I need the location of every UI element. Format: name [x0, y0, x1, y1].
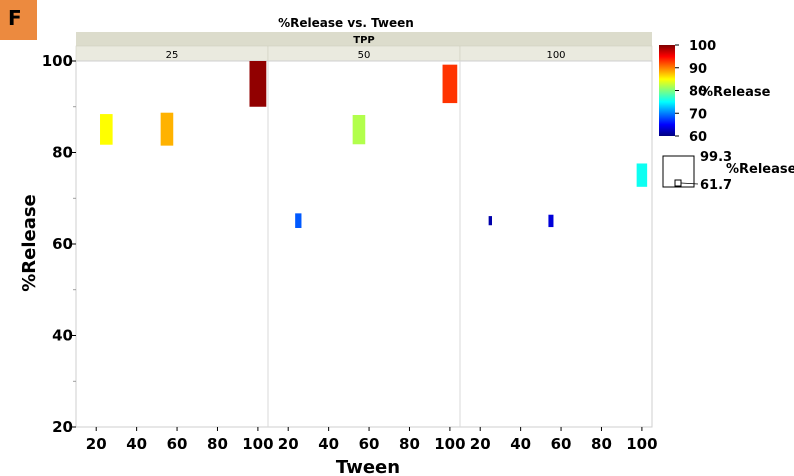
bar-tpp-100-tween-100 — [636, 163, 648, 187]
chart-title: %Release vs. Tween — [278, 16, 414, 30]
bar-tpp-100-tween-55 — [548, 214, 554, 228]
x-tick-label: 60 — [551, 435, 572, 453]
color-legend-bar — [659, 45, 675, 136]
x-tick-label: 40 — [318, 435, 339, 453]
size-legend-title: %Release — [726, 162, 794, 177]
x-tick-label: 20 — [470, 435, 491, 453]
y-axis-label: %Release — [19, 194, 40, 292]
bar-tpp-50-tween-55 — [352, 114, 366, 145]
x-tick-label: 100 — [434, 435, 465, 453]
bar-tpp-100-tween-25 — [488, 216, 492, 226]
x-axis-label: Tween — [336, 457, 400, 476]
size-legend-min-label: 61.7 — [700, 178, 732, 193]
x-tick-label: 80 — [591, 435, 612, 453]
x-tick-label: 60 — [359, 435, 380, 453]
panel-label-100: 100 — [546, 50, 565, 61]
panel-letter-badge: F — [0, 0, 37, 40]
facet-header-strip — [76, 32, 652, 46]
y-tick-label: 60 — [52, 235, 73, 253]
y-tick-label: 100 — [42, 52, 73, 70]
size-legend-leader — [680, 182, 699, 185]
y-tick-label: 40 — [52, 327, 73, 345]
x-tick-label: 60 — [167, 435, 188, 453]
x-tick-label: 100 — [626, 435, 657, 453]
x-tick-label: 80 — [207, 435, 228, 453]
x-tick-label: 40 — [510, 435, 531, 453]
bar-tpp-25-tween-25 — [100, 114, 113, 145]
x-tick-label: 100 — [242, 435, 273, 453]
size-legend-min-marker — [674, 179, 682, 187]
color-legend-tick-label: 80 — [689, 85, 707, 100]
x-tick-label: 80 — [399, 435, 420, 453]
color-legend-tick-label: 60 — [689, 130, 707, 145]
panel-label-25: 25 — [166, 50, 179, 61]
color-legend-tick-label: 90 — [689, 62, 707, 77]
bar-tpp-25-tween-55 — [160, 112, 174, 146]
y-tick-label: 80 — [52, 144, 73, 162]
color-legend-tick-label: 100 — [689, 39, 716, 54]
color-legend-tick-label: 70 — [689, 107, 707, 122]
x-tick-label: 40 — [126, 435, 147, 453]
bar-tpp-50-tween-100 — [442, 64, 458, 104]
bar-tpp-25-tween-100 — [249, 61, 267, 107]
size-legend-max-label: 99.3 — [700, 150, 732, 165]
panel-label-50: 50 — [358, 50, 371, 61]
color-legend-title: %Release — [700, 85, 771, 100]
x-tick-label: 20 — [278, 435, 299, 453]
bar-tpp-50-tween-25 — [295, 213, 302, 228]
facet-header-label: TPP — [353, 35, 374, 46]
x-tick-label: 20 — [86, 435, 107, 453]
y-tick-label: 20 — [52, 418, 73, 436]
